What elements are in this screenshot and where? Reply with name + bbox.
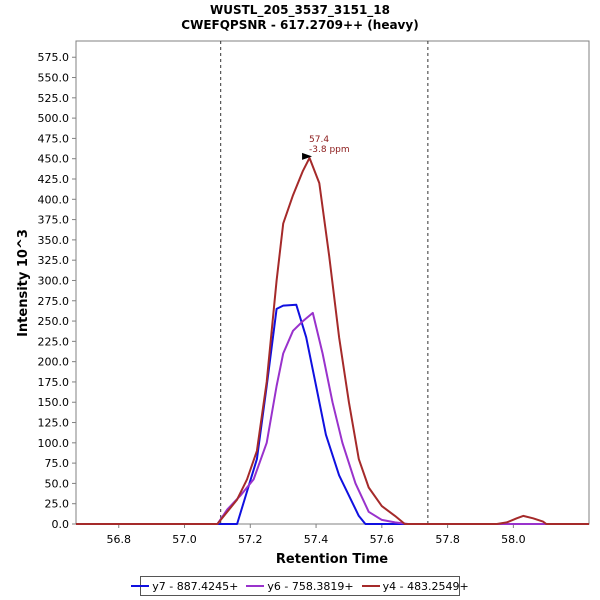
y-tick-label: 125.0 [38,417,70,430]
series-line-y7 [76,303,589,525]
peak-label-ppm: -3.8 ppm [309,145,350,155]
chart-title: WUSTL_205_3537_3151_18 [210,3,390,17]
x-tick-label: 57.8 [435,533,460,546]
y-tick-label: 150.0 [38,396,70,409]
legend-item: y6 - 758.3819+ [246,579,354,593]
y-tick-label: 25.0 [45,498,70,511]
x-tick-label: 57.4 [304,533,329,546]
y-tick-label: 550.0 [38,72,70,85]
y-tick-label: 275.0 [38,295,70,308]
legend-item: y7 - 887.4245+ [131,580,238,593]
y-tick-label: 475.0 [38,132,70,145]
y-tick-label: 225.0 [38,335,70,348]
legend-label: y7 - 887.4245+ [152,579,239,593]
y-tick-label: 250.0 [38,315,70,328]
y-axis-label: Intensity 10^3 [16,229,31,337]
chart-subtitle: CWEFQPSNR - 617.2709++ (heavy) [181,18,419,32]
x-tick-label: 57.0 [172,533,197,546]
legend-swatch [246,585,265,587]
y-tick-label: 325.0 [38,254,70,267]
y-tick-label: 75.0 [45,457,70,470]
y-tick-label: 525.0 [38,92,70,105]
series-lines [76,156,589,525]
y-tick-label: 425.0 [38,173,70,186]
y-tick-label: 400.0 [38,193,70,206]
y-tick-label: 300.0 [38,274,70,287]
y-tick-label: 500.0 [38,112,70,125]
y-tick-label: 0.0 [52,518,70,531]
y-tick-label: 50.0 [45,477,70,490]
y-tick-label: 375.0 [38,214,70,227]
y-tick-label: 200.0 [38,356,70,369]
y-tick-label: 175.0 [38,376,70,389]
x-axis-label: Retention Time [276,552,388,567]
legend-label: y6 - 758.3819+ [267,579,354,593]
y-tick-label: 100.0 [38,437,70,450]
x-tick-label: 57.6 [370,533,395,546]
legend-item: y4 - 483.2549+ [361,579,469,593]
x-tick-label: 56.8 [107,533,132,546]
y-tick-label: 350.0 [38,234,70,247]
legend-label: y4 - 483.2549+ [382,579,469,593]
peak-marker-icon [302,152,313,160]
x-tick-label: 58.0 [501,533,526,546]
y-axis: 0.0 25.0 50.0 75.0 100.0 125.0 150.0 175.0 200.0… [38,51,76,531]
legend: y7 - 887.4245+ y6 - 758.3819+ y4 - 483.254… [131,576,469,596]
y-tick-label: 450.0 [38,153,70,166]
legend-swatch [361,585,380,587]
x-tick-label: 57.2 [238,533,263,546]
peak-boundaries [220,41,429,524]
peak-annotation: 57.4 -3.8 ppm [302,135,350,160]
legend-swatch [131,585,150,587]
series-line-y6 [76,311,589,525]
y-tick-label: 575.0 [38,51,70,64]
x-axis: 56.8 57.0 57.2 57.4 57.6 57.8 58.0 [107,524,526,546]
series-line-y4 [76,156,589,525]
peak-label-time: 57.4 [309,135,329,145]
